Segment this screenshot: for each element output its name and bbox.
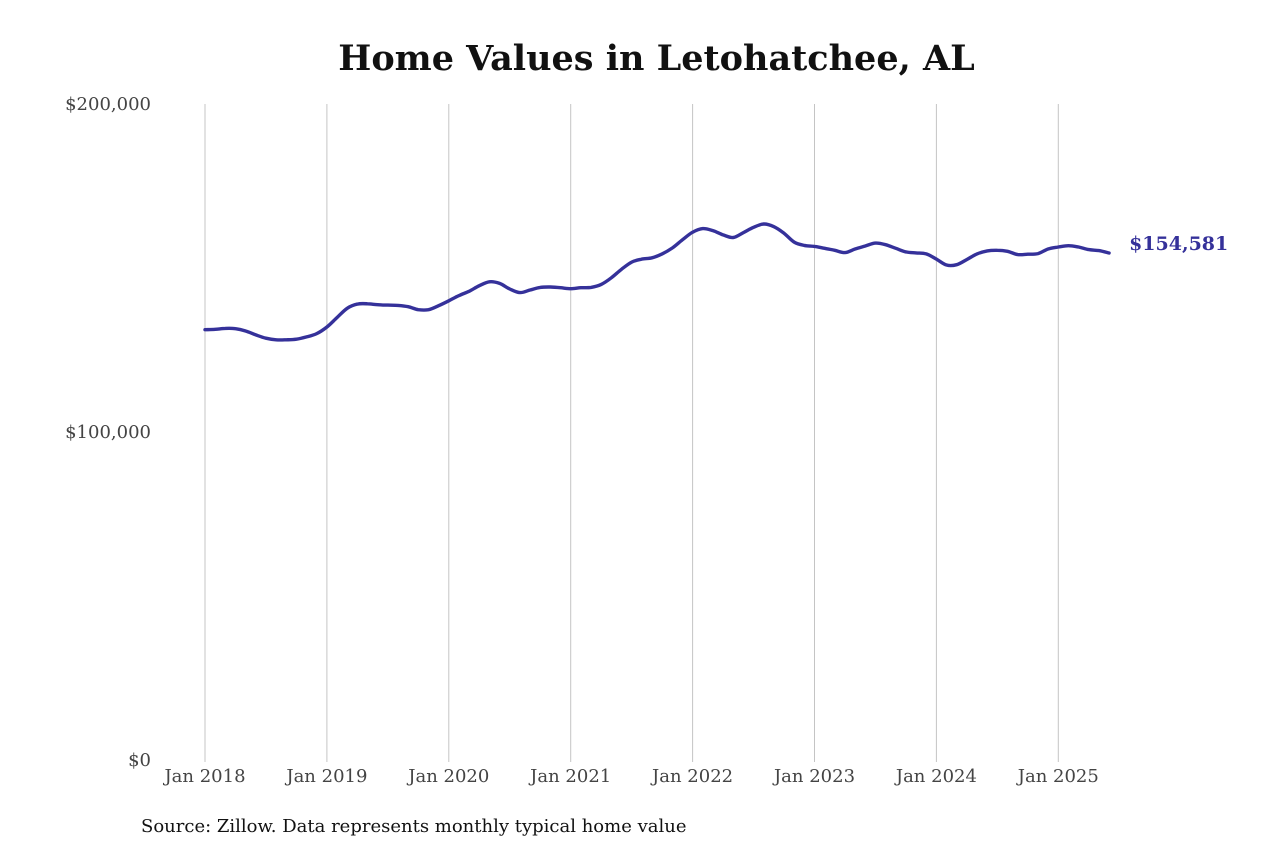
x-tick-label: Jan 2019 — [284, 766, 367, 787]
x-axis-ticks: Jan 2018 Jan 2019 Jan 2020 Jan 2021 Jan 2022… — [162, 766, 1098, 787]
source-note: Source: Zillow. Data represents monthly … — [141, 816, 687, 837]
y-tick-label: $200,000 — [65, 94, 151, 115]
x-tick-label: Jan 2024 — [894, 766, 977, 787]
x-tick-label: Jan 2018 — [162, 766, 245, 787]
x-tick-label: Jan 2023 — [772, 766, 855, 787]
x-tick-label: Jan 2022 — [650, 766, 733, 787]
latest-value-label: $154,581 — [1129, 233, 1228, 255]
home-value-line — [203, 222, 1111, 342]
x-tick-label: Jan 2025 — [1016, 766, 1099, 787]
x-tick-label: Jan 2021 — [528, 766, 611, 787]
chart-title: Home Values in Letohatchee, AL — [338, 38, 975, 79]
y-axis-ticks: $0 $100,000 $200,000 — [65, 94, 151, 771]
gridlines — [204, 104, 1059, 762]
y-tick-label: $0 — [128, 750, 151, 771]
x-tick-label: Jan 2020 — [406, 766, 489, 787]
y-tick-label: $100,000 — [65, 422, 151, 443]
